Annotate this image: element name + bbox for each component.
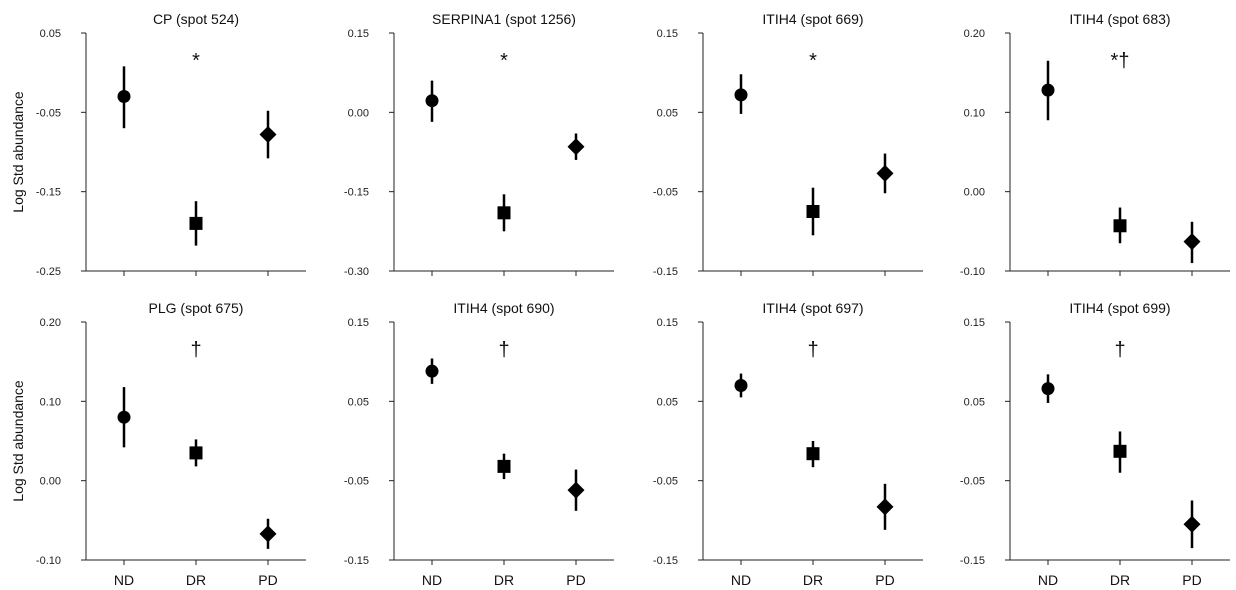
chart-8-point-dr [1113, 444, 1127, 458]
chart-5-y-tick-label: -0.10 [36, 555, 61, 567]
chart-5-point-nd [117, 410, 131, 424]
chart-8-significance-annotation: † [1114, 339, 1125, 361]
chart-6-point-pd [567, 481, 585, 499]
chart-7-point-pd [876, 498, 894, 516]
chart-7-y-tick-label: 0.05 [657, 396, 678, 408]
chart-6-y-tick-label: 0.05 [348, 396, 369, 408]
chart-6-y-tick-label: 0.15 [348, 317, 369, 329]
chart-3-title: ITIH4 (spot 669) [762, 11, 863, 27]
chart-2-significance-annotation: * [500, 50, 508, 72]
chart-3-point-pd [876, 164, 894, 182]
chart-8-point-pd [1183, 515, 1201, 533]
chart-7-y-tick-label: -0.05 [653, 476, 678, 488]
chart-2-point-dr [497, 206, 511, 220]
chart-1-point-pd [259, 126, 277, 144]
chart-8-x-tick-label: ND [1038, 572, 1058, 588]
chart-8-y-tick-label: -0.05 [960, 476, 985, 488]
chart-1-significance-annotation: * [192, 50, 200, 72]
chart-2-point-pd [567, 138, 585, 156]
chart-4-point-nd [1041, 83, 1055, 97]
chart-4-y-tick-label: 0.00 [964, 187, 985, 199]
chart-6-x-tick-label: DR [494, 572, 514, 588]
chart-5-point-pd [259, 525, 277, 543]
chart-1-y-tick-label: -0.25 [36, 266, 61, 278]
chart-4-point-dr [1113, 219, 1127, 233]
chart-7-point-nd [734, 378, 748, 392]
chart-7-y-tick-label: 0.15 [657, 317, 678, 329]
chart-5-x-tick-label: ND [114, 572, 134, 588]
chart-6-point-nd [425, 364, 439, 378]
chart-7-point-dr [806, 447, 820, 461]
chart-8-x-tick-label: PD [1182, 572, 1201, 588]
chart-3-y-tick-label: -0.15 [653, 266, 678, 278]
chart-4-y-tick-label: 0.10 [964, 107, 985, 119]
chart-1-y-tick-label: -0.05 [36, 107, 61, 119]
chart-6-y-tick-label: -0.15 [344, 555, 369, 567]
chart-1-y-tick-label: -0.15 [36, 187, 61, 199]
chart-8-point-nd [1041, 382, 1055, 396]
chart-1-y-tick-label: 0.05 [40, 28, 61, 40]
chart-6-y-tick-label: -0.05 [344, 476, 369, 488]
chart-8-x-tick-label: DR [1110, 572, 1130, 588]
chart-6-significance-annotation: † [498, 339, 509, 361]
chart-1-point-nd [117, 89, 131, 103]
chart-2-title: SERPINA1 (spot 1256) [432, 11, 576, 27]
chart-2-y-tick-label: 0.15 [348, 28, 369, 40]
chart-3-y-tick-label: 0.15 [657, 28, 678, 40]
chart-8-y-tick-label: 0.05 [964, 396, 985, 408]
chart-6-title: ITIH4 (spot 690) [453, 300, 554, 316]
chart-5-x-tick-label: DR [186, 572, 206, 588]
chart-4-y-tick-label: 0.20 [964, 28, 985, 40]
chart-2-y-tick-label: -0.30 [344, 266, 369, 278]
chart-5-ylabel: Log Std abundance [10, 380, 26, 502]
chart-3-significance-annotation: * [809, 50, 817, 72]
chart-7-x-tick-label: ND [731, 572, 751, 588]
chart-7-x-tick-label: PD [875, 572, 894, 588]
chart-1-point-dr [189, 216, 203, 230]
chart-7-title: ITIH4 (spot 697) [762, 300, 863, 316]
chart-2-y-tick-label: 0.00 [348, 107, 369, 119]
chart-6-x-tick-label: ND [422, 572, 442, 588]
chart-4-y-tick-label: -0.10 [960, 266, 985, 278]
chart-1-ylabel: Log Std abundance [10, 91, 26, 213]
chart-3-y-tick-label: -0.05 [653, 187, 678, 199]
chart-5-y-tick-label: 0.00 [40, 476, 61, 488]
chart-6-point-dr [497, 459, 511, 473]
chart-3-point-nd [734, 88, 748, 102]
chart-5-significance-annotation: † [190, 339, 201, 361]
chart-8-y-tick-label: -0.15 [960, 555, 985, 567]
chart-5-x-tick-label: PD [258, 572, 277, 588]
chart-5-point-dr [189, 446, 203, 460]
chart-7-x-tick-label: DR [803, 572, 823, 588]
chart-2-point-nd [425, 94, 439, 108]
chart-3-y-tick-label: 0.05 [657, 107, 678, 119]
chart-4-title: ITIH4 (spot 683) [1069, 11, 1170, 27]
chart-8-title: ITIH4 (spot 699) [1069, 300, 1170, 316]
chart-5-y-tick-label: 0.20 [40, 317, 61, 329]
chart-5-title: PLG (spot 675) [149, 300, 244, 316]
chart-3-point-dr [806, 205, 820, 218]
chart-6-x-tick-label: PD [566, 572, 585, 588]
chart-5-y-tick-label: 0.10 [40, 396, 61, 408]
chart-1-title: CP (spot 524) [153, 11, 239, 27]
chart-2-y-tick-label: -0.15 [344, 187, 369, 199]
chart-7-y-tick-label: -0.15 [653, 555, 678, 567]
chart-4-point-pd [1183, 233, 1201, 251]
chart-4-significance-annotation: *† [1111, 50, 1130, 72]
chart-8-y-tick-label: 0.15 [964, 317, 985, 329]
chart-7-significance-annotation: † [807, 339, 818, 361]
